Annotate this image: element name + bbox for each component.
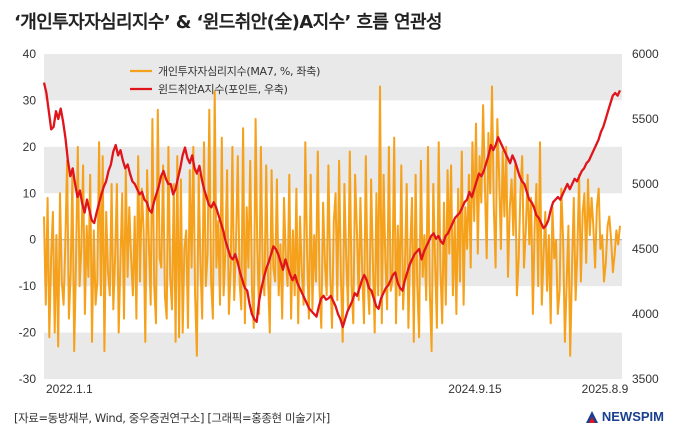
left-axis-tick-label: 10 bbox=[23, 186, 37, 200]
left-axis-tick-label: -10 bbox=[19, 279, 37, 293]
left-axis-tick-label: 20 bbox=[23, 140, 37, 154]
logo-mark-icon bbox=[585, 410, 598, 423]
left-axis-tick-label: 40 bbox=[23, 47, 37, 61]
x-axis-tick-label: 2025.8.9 bbox=[582, 382, 629, 396]
right-axis-tick-label: 5500 bbox=[632, 112, 659, 126]
right-axis-tick-label: 4500 bbox=[632, 242, 659, 256]
left-axis-tick-label: -20 bbox=[19, 326, 37, 340]
grid-band bbox=[44, 146, 622, 194]
logo-text: NEWSPIM bbox=[601, 409, 664, 424]
legend: 개인투자자심리지수(MA7, %, 좌축) 윈드취안A지수(포인트, 우축) bbox=[130, 65, 320, 96]
right-axis-tick-label: 6000 bbox=[632, 47, 659, 61]
newspim-logo: NEWSPIM bbox=[585, 409, 664, 424]
series-sentiment-line bbox=[43, 85, 621, 357]
series-index-line bbox=[42, 82, 622, 329]
left-axis-tick-label: -30 bbox=[19, 372, 37, 386]
right-axis-tick-label: 4000 bbox=[632, 307, 659, 321]
legend-label-sentiment: 개인투자자심리지수(MA7, %, 좌축) bbox=[158, 65, 320, 78]
right-axis-tick-label: 3500 bbox=[632, 372, 659, 386]
source-note: [자료=동방재부, Wind, 중우증권연구소] [그래픽=홍종현 미술기자] bbox=[14, 411, 330, 425]
x-axis-ticks: 2022.1.1 2024.9.15 2025.8.9 bbox=[46, 382, 629, 396]
left-axis-tick-label: 0 bbox=[29, 233, 36, 247]
x-axis-tick-label: 2024.9.15 bbox=[448, 382, 502, 396]
legend-label-index: 윈드취안A지수(포인트, 우축) bbox=[158, 82, 288, 96]
x-axis-tick-label: 2022.1.1 bbox=[46, 382, 93, 396]
right-axis-ticks: 6000 5500 5000 4500 4000 3500 bbox=[632, 47, 659, 386]
grid-band bbox=[44, 332, 622, 379]
left-axis-ticks: 40 30 20 10 0 -10 -20 -30 bbox=[19, 47, 37, 386]
grid-band bbox=[44, 54, 622, 101]
chart-title: ‘개인투자자심리지수’ & ‘윈드취안(全)A지수’ 흐름 연관성 bbox=[14, 12, 443, 33]
right-axis-tick-label: 5000 bbox=[632, 177, 659, 191]
left-axis-tick-label: 30 bbox=[23, 93, 37, 107]
